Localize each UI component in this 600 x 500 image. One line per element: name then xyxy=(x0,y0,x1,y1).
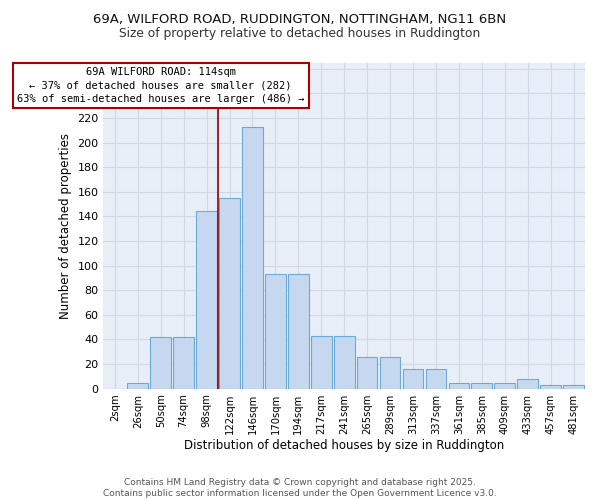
Bar xyxy=(196,212,217,388)
Bar xyxy=(540,385,561,388)
Bar xyxy=(334,336,355,388)
Text: 69A WILFORD ROAD: 114sqm
← 37% of detached houses are smaller (282)
63% of semi-: 69A WILFORD ROAD: 114sqm ← 37% of detach… xyxy=(17,68,304,104)
X-axis label: Distribution of detached houses by size in Ruddington: Distribution of detached houses by size … xyxy=(184,440,505,452)
Bar xyxy=(173,337,194,388)
Text: Size of property relative to detached houses in Ruddington: Size of property relative to detached ho… xyxy=(119,28,481,40)
Bar xyxy=(403,369,424,388)
Bar xyxy=(219,198,240,388)
Text: 69A, WILFORD ROAD, RUDDINGTON, NOTTINGHAM, NG11 6BN: 69A, WILFORD ROAD, RUDDINGTON, NOTTINGHA… xyxy=(94,12,506,26)
Bar xyxy=(472,382,492,388)
Bar xyxy=(357,356,377,388)
Y-axis label: Number of detached properties: Number of detached properties xyxy=(59,132,72,318)
Bar xyxy=(380,356,400,388)
Bar xyxy=(563,385,584,388)
Text: Contains HM Land Registry data © Crown copyright and database right 2025.
Contai: Contains HM Land Registry data © Crown c… xyxy=(103,478,497,498)
Bar xyxy=(127,382,148,388)
Bar xyxy=(151,337,171,388)
Bar xyxy=(265,274,286,388)
Bar xyxy=(288,274,308,388)
Bar xyxy=(517,379,538,388)
Bar xyxy=(449,382,469,388)
Bar xyxy=(494,382,515,388)
Bar xyxy=(242,126,263,388)
Bar xyxy=(425,369,446,388)
Bar xyxy=(311,336,332,388)
